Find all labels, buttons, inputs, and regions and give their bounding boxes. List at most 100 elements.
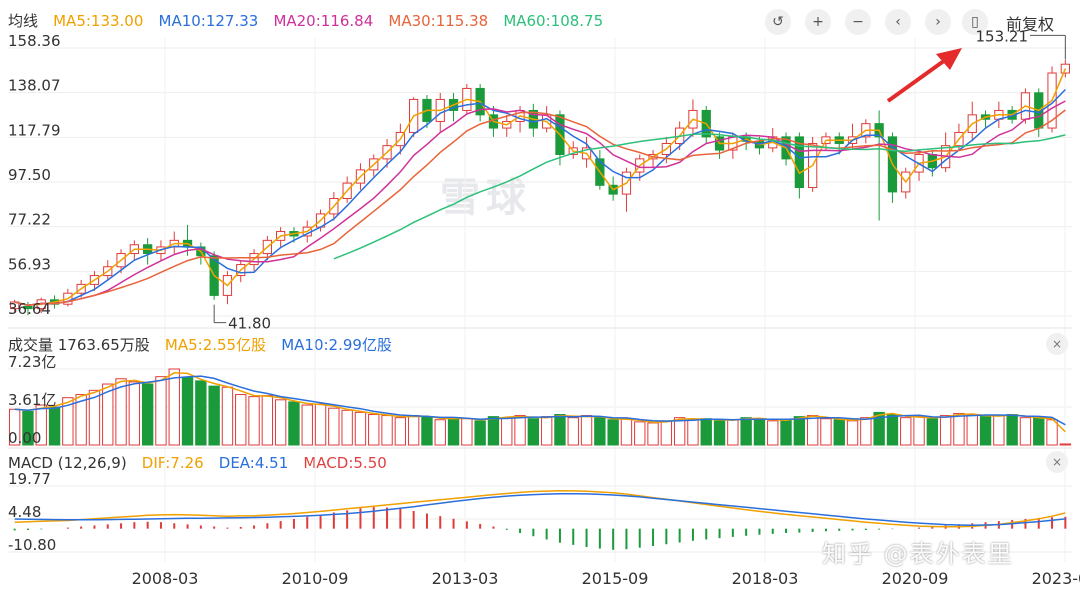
volume-bar-up [434, 419, 446, 446]
volume-bar-up [62, 397, 74, 446]
ma60-line [333, 133, 1066, 260]
volume-bar-down [793, 416, 806, 446]
volume-bar-up [341, 409, 353, 446]
macd-tick-label: -10.80 [8, 536, 56, 554]
volume-bar-down [833, 419, 845, 446]
volume-legend: 成交量 1763.65万股 MA5:2.55亿股 MA10:2.99亿股 [8, 334, 402, 355]
volume-bar-up [900, 417, 912, 446]
volume-bar-up [88, 389, 101, 446]
pan-right-button[interactable]: › [925, 9, 951, 35]
price-tick-label: 117.79 [8, 121, 61, 139]
x-tick-label: 2013-03 [432, 569, 499, 588]
volume-bar-down [527, 418, 540, 446]
high-annotation: 153.21 [976, 27, 1029, 45]
volume-tick-label: 7.23亿 [8, 353, 56, 371]
ma10-line [14, 88, 1066, 307]
volume-legend-label: 成交量 1763.65万股 [8, 336, 150, 354]
vol-ma10-legend: MA10:2.99亿股 [281, 336, 392, 354]
ma-legend-label: 均线 [8, 12, 39, 30]
reset-button[interactable]: ↺ [765, 9, 791, 35]
reset-icon: ↺ [772, 14, 784, 30]
x-tick-label: 2020-09 [882, 569, 949, 588]
volume-ma10-line [14, 375, 1066, 426]
close-macd-button[interactable]: × [1046, 451, 1068, 473]
down-candle [23, 305, 33, 310]
volume-bar-up [35, 404, 47, 446]
zoom-in-button[interactable]: + [805, 9, 831, 35]
close-icon: × [1051, 455, 1063, 469]
adjust-price-button[interactable]: 前复权 [1006, 15, 1055, 34]
volume-bar-down [1006, 414, 1018, 446]
volume-bar-up [634, 421, 646, 446]
dif-legend: DIF:7.26 [141, 454, 204, 472]
macd-tick-label: 19.77 [8, 470, 51, 488]
dif-line [14, 489, 1066, 528]
minus-icon: − [852, 14, 864, 30]
volume-bar-up [8, 408, 21, 446]
volume-bar-down [474, 420, 486, 446]
x-tick-label: 2008-03 [132, 569, 199, 588]
volume-bar-up [128, 381, 141, 446]
volume-bar-up [354, 411, 367, 446]
vol-ma5-legend: MA5:2.55亿股 [164, 336, 267, 354]
volume-bar-down [421, 416, 433, 446]
volume-bar-down [873, 411, 885, 446]
red-arrow-icon [886, 56, 950, 103]
volume-bar-up [248, 396, 260, 446]
volume-bar-up [846, 420, 859, 446]
volume-bar-up [394, 417, 407, 446]
plus-icon: + [812, 14, 824, 30]
ma20-legend: MA20:116.84 [273, 12, 374, 30]
volume-bar-down [700, 418, 712, 446]
macd-value-legend: MACD:5.50 [303, 454, 387, 472]
red-arrow-icon [936, 48, 962, 70]
x-tick-label: 2023-01 [1032, 569, 1080, 588]
candle-type-button[interactable]: ▯ [962, 9, 988, 35]
volume-bar-up [673, 417, 686, 446]
volume-bar-down [554, 414, 566, 446]
volume-bar-up [806, 415, 819, 446]
volume-bar-down [48, 406, 61, 446]
down-candle [794, 136, 804, 189]
volume-bar-up [687, 419, 699, 446]
volume-bar-up [235, 394, 247, 446]
volume-bar-up [261, 395, 274, 446]
price-tick-label: 77.22 [8, 211, 51, 229]
ma-legend: 均线 MA5:133.00 MA10:127.33 MA20:116.84 MA… [8, 10, 613, 31]
volume-bar-up [102, 383, 114, 446]
macd-tick-label: 4.48 [8, 503, 41, 521]
volume-bar-down [740, 417, 752, 446]
volume-bar-up [540, 416, 553, 446]
price-tick-label: 36.64 [8, 300, 51, 318]
volume-bar-up [115, 378, 127, 446]
volume-bar-down [594, 417, 606, 446]
volume-bar-up [727, 419, 739, 446]
volume-bar-down [208, 385, 220, 446]
up-candle [10, 301, 20, 310]
pan-left-button[interactable]: ‹ [885, 9, 911, 35]
volume-bar-up [328, 407, 340, 446]
volume-bar-up [993, 415, 1005, 446]
dea-legend: DEA:4.51 [218, 454, 289, 472]
close-volume-button[interactable]: × [1046, 333, 1068, 355]
chevron-right-icon: › [935, 14, 941, 30]
macd-legend-label: MACD (12,26,9) [8, 454, 127, 472]
zoom-out-button[interactable]: − [845, 9, 871, 35]
x-tick-label: 2018-03 [732, 569, 799, 588]
volume-bar-up [314, 403, 327, 446]
volume-bar-up [514, 415, 526, 446]
volume-bar-down [22, 410, 34, 446]
x-tick-label: 2015-09 [582, 569, 649, 588]
price-tick-label: 56.93 [8, 255, 51, 273]
volume-bar-up [567, 417, 579, 446]
volume-bar-up [1046, 419, 1058, 446]
volume-bar-up [620, 418, 633, 446]
volume-bar-up [860, 417, 872, 446]
volume-bar-up [221, 386, 234, 446]
volume-bar-up [966, 414, 978, 446]
ma60-legend: MA60:108.75 [503, 12, 604, 30]
volume-bar-up [274, 399, 287, 446]
volume-bar-up [155, 376, 167, 446]
dea-line [14, 492, 1066, 526]
